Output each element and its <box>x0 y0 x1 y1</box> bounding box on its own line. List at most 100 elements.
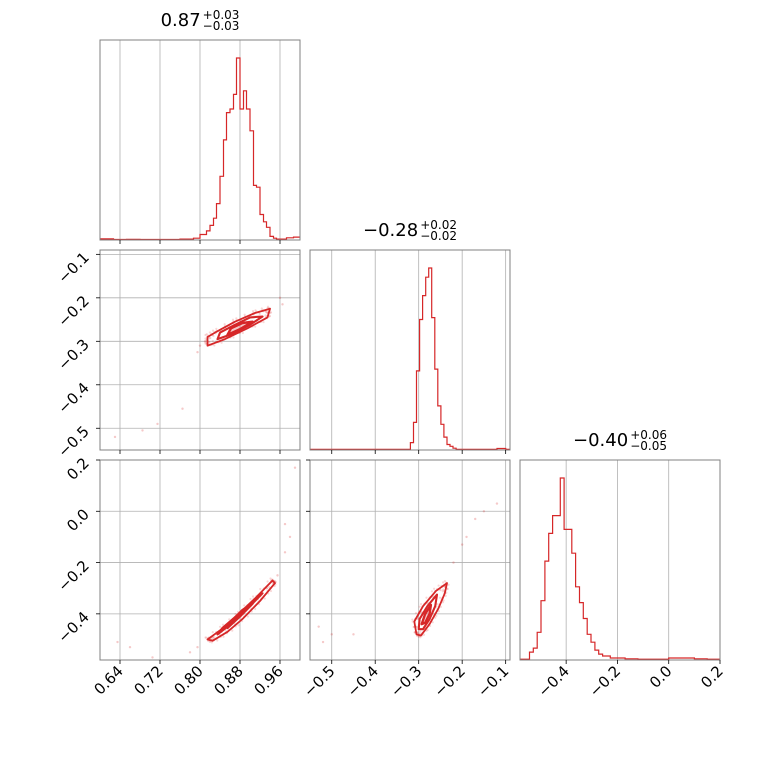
y-tick-label: −0.4 <box>54 608 92 646</box>
scatter-point <box>254 325 257 328</box>
scatter-point <box>232 336 235 339</box>
scatter-point <box>216 639 219 642</box>
scatter-point <box>141 429 144 432</box>
panel-frame <box>309 459 511 661</box>
scatter-point <box>208 337 211 340</box>
scatter-point <box>221 623 225 626</box>
x-tick-label: 0.0 <box>646 662 676 692</box>
scatter-point <box>246 615 249 618</box>
scatter-point <box>269 589 273 593</box>
scatter-point <box>419 636 422 639</box>
scatter-point <box>482 510 486 513</box>
scatter-point <box>260 307 263 310</box>
scatter-point <box>439 605 442 608</box>
scatter-point <box>268 314 272 318</box>
scatter-point <box>288 535 292 539</box>
scatter-point <box>223 323 226 326</box>
scatter-point <box>211 329 215 332</box>
scatter-point <box>211 631 214 634</box>
scatter-point <box>198 344 202 347</box>
scatter-point <box>254 309 257 312</box>
y-tick-label: −0.1 <box>54 248 92 286</box>
contour-level <box>417 593 439 631</box>
scatter-point <box>437 610 440 613</box>
scatter-point <box>412 625 415 629</box>
panel-0-0 <box>99 39 301 244</box>
y-tick-label: −0.4 <box>54 379 92 417</box>
panel-2-0: 0.64 0.72 0.80 0.88 0.96−0.4−0.20.00.2 <box>54 454 301 698</box>
scatter-point <box>249 597 252 601</box>
y-tick-label: −0.3 <box>54 335 92 373</box>
scatter-point <box>235 317 238 320</box>
panel-1-1 <box>309 249 511 454</box>
y-tick-label: −0.2 <box>54 292 92 330</box>
x-tick-label: 0.72 <box>130 662 166 698</box>
scatter-point <box>430 590 434 593</box>
scatter-point <box>418 605 421 608</box>
scatter-point <box>438 596 442 599</box>
panel-frame <box>309 249 511 451</box>
contour-level <box>413 582 448 637</box>
scatter-point <box>452 561 455 564</box>
panel-2-1: −0.5 −0.4 −0.3 −0.2 −0.1 <box>300 459 512 701</box>
x-tick-label: 0.80 <box>170 662 206 698</box>
histogram-line <box>100 57 300 241</box>
x-tick-label: −0.4 <box>534 662 572 700</box>
scatter-point <box>442 581 445 584</box>
scatter-point <box>416 617 419 621</box>
scatter-point <box>204 337 207 340</box>
x-tick-label: 0.88 <box>210 662 246 698</box>
contour-level <box>226 602 254 630</box>
scatter-point <box>196 645 199 649</box>
scatter-point <box>425 596 428 599</box>
scatter-point <box>283 551 287 554</box>
scatter-point <box>293 466 297 469</box>
scatter-point <box>205 636 208 639</box>
scatter-point <box>281 303 284 306</box>
scatter-point <box>447 583 450 586</box>
scatter-point <box>266 305 270 308</box>
scatter-point <box>208 640 211 643</box>
scatter-point <box>465 535 468 539</box>
scatter-point <box>269 311 273 314</box>
scatter-point <box>422 633 426 636</box>
scatter-point <box>441 601 445 604</box>
scatter-point <box>254 607 257 611</box>
scatter-point <box>265 310 268 313</box>
histogram-line <box>310 267 510 450</box>
panel-2-2: −0.4 −0.2 0.0 0.2 <box>519 459 727 701</box>
scatter-point <box>204 342 207 345</box>
scatter-point <box>237 624 240 627</box>
title-param-1: −0.28 +0.02 −0.02 <box>363 218 457 243</box>
y-tick-label: 0.0 <box>63 505 93 535</box>
scatter-point <box>317 625 320 628</box>
x-tick-label: −0.3 <box>387 662 425 700</box>
scatter-point <box>417 631 420 634</box>
scatter-point <box>460 543 464 546</box>
scatter-point <box>243 604 246 607</box>
scatter-point <box>411 620 414 623</box>
scatter-point <box>222 635 225 638</box>
scatter-point <box>151 656 154 659</box>
contour-level <box>206 307 271 347</box>
scatter-point <box>352 633 355 636</box>
x-tick-label: 0.64 <box>90 662 126 698</box>
scatter-point <box>209 336 212 339</box>
scatter-point <box>213 636 216 639</box>
scatter-point <box>432 587 436 590</box>
scatter-point <box>204 341 207 344</box>
scatter-point <box>419 603 423 606</box>
scatter-point <box>443 579 447 583</box>
scatter-point <box>268 585 271 589</box>
scatter-point <box>330 633 333 636</box>
scatter-point <box>204 636 207 639</box>
x-tick-label: 0.2 <box>697 662 727 692</box>
scatter-point <box>156 422 159 426</box>
scatter-point <box>417 635 420 638</box>
scatter-point <box>234 612 237 616</box>
scatter-point <box>116 640 119 644</box>
scatter-point <box>181 407 184 410</box>
y-tick-label: −0.2 <box>54 557 92 595</box>
scatter-point <box>263 597 266 600</box>
